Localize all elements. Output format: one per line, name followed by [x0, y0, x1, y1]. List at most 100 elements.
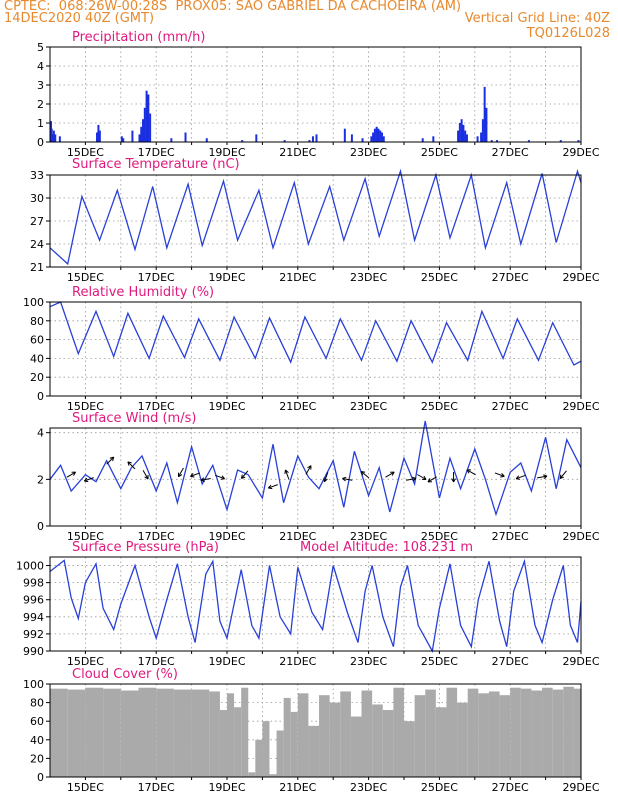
precip-bar [379, 130, 382, 142]
y-tick-label: 4 [37, 427, 44, 440]
x-tick-label: 25DEC [421, 271, 458, 284]
precip-bar [421, 138, 424, 142]
wind-arrow [241, 470, 249, 479]
wind-arrow [268, 484, 278, 489]
cloud-bar [531, 690, 543, 777]
precip-bar [120, 136, 123, 142]
cloud-bar [414, 695, 426, 777]
y-tick-label: 2 [37, 98, 44, 111]
y-tick-label: 1 [37, 117, 44, 130]
cloud-bar [173, 689, 192, 777]
precip-bar [131, 130, 134, 142]
x-tick-label: 17DEC [138, 146, 175, 159]
cloud-bar [425, 689, 436, 777]
x-tick-label: 25DEC [421, 655, 458, 668]
y-tick-label: 2 [37, 473, 44, 486]
precip-bar [377, 128, 380, 142]
cloud-bar [573, 688, 581, 777]
precip-bar [490, 140, 493, 142]
x-tick-label: 23DEC [350, 271, 387, 284]
x-tick-label: 23DEC [350, 781, 387, 794]
y-tick-label: 80 [30, 315, 44, 328]
x-tick-label: 27DEC [492, 530, 529, 543]
precip-bar [315, 134, 318, 142]
cloud-bar [329, 702, 341, 777]
y-tick-label: 100 [23, 678, 44, 691]
wind-arrow [427, 476, 437, 483]
wind-arrow-head [361, 470, 366, 473]
cloud-bar [241, 687, 249, 777]
series-line [49, 168, 582, 266]
x-tick-label: 19DEC [208, 781, 245, 794]
header-grid-note: Vertical Grid Line: 40Z [464, 11, 610, 26]
cloud-bar [297, 693, 309, 777]
precip-bar [480, 132, 483, 142]
x-tick-label: 27DEC [492, 781, 529, 794]
y-tick-label: 60 [30, 334, 44, 347]
wind-arrow-head [178, 474, 183, 478]
precip-bar [350, 134, 353, 142]
wind-arrow [305, 465, 312, 475]
x-tick-label: 27DEC [492, 146, 529, 159]
wind-arrow-head [342, 478, 346, 482]
wind-arrow [559, 470, 567, 479]
wind-arrow-head [112, 456, 115, 462]
header-date: 14DEC2020 40Z (GMT) [4, 11, 155, 26]
x-tick-label: 21DEC [279, 271, 316, 284]
precip-bar [382, 136, 385, 142]
x-tick-label: 25DEC [421, 530, 458, 543]
precip-bar [481, 119, 484, 142]
cloud-bar [552, 689, 564, 777]
cloud-bar [446, 687, 458, 777]
precip-bar [241, 140, 244, 142]
y-tick-label: 60 [30, 715, 44, 728]
precip-bar [52, 130, 55, 142]
precip-bar [122, 138, 125, 142]
x-tick-label: 25DEC [421, 146, 458, 159]
wind-arrow [178, 467, 184, 477]
wind-arrow-head [515, 475, 520, 480]
precip-bar [559, 140, 562, 142]
wind-arrow-head [543, 474, 548, 477]
wind-arrow-head [501, 473, 505, 477]
cloud-bar [542, 687, 553, 777]
series-line [49, 558, 582, 653]
wind-arrow [66, 471, 76, 478]
wind-arrow-head [391, 471, 395, 476]
precip-bar [485, 107, 488, 142]
wind-arrow [417, 474, 427, 480]
x-tick-label: 27DEC [492, 271, 529, 284]
cloud-bar [138, 687, 157, 777]
wind-arrow [106, 456, 115, 465]
wind-arrow-head [324, 478, 328, 483]
wind-arrow-head [267, 484, 272, 489]
wind-arrow [360, 471, 370, 479]
x-tick-label: 27DEC [492, 655, 529, 668]
precip-bar [184, 132, 187, 142]
wind-arrow-head [559, 476, 564, 479]
precip-bar [465, 134, 468, 142]
cloud-bar [191, 689, 210, 777]
y-tick-label: 20 [30, 371, 44, 384]
cloud-bar [219, 710, 227, 777]
wind-arrow [215, 474, 225, 480]
y-tick-label: 0 [37, 520, 44, 533]
series-line [49, 301, 582, 366]
precip-bar [462, 124, 465, 142]
x-tick-label: 27DEC [492, 400, 529, 413]
x-tick-label: 19DEC [208, 530, 245, 543]
precip-bar [527, 140, 530, 142]
x-tick-label: 19DEC [208, 655, 245, 668]
cloud-bar [120, 690, 139, 777]
wind-arrow-head [516, 478, 521, 480]
x-tick-label: 17DEC [138, 781, 175, 794]
precip-bar [476, 136, 479, 142]
precip-bar [375, 126, 378, 142]
precip-bar [255, 134, 258, 142]
precip-bar [96, 132, 99, 142]
wind-arrow [323, 472, 329, 482]
x-tick-label: 21DEC [279, 781, 316, 794]
cloud-bar [350, 716, 362, 777]
wind-arrow [84, 477, 94, 482]
wind-arrow [494, 472, 505, 477]
